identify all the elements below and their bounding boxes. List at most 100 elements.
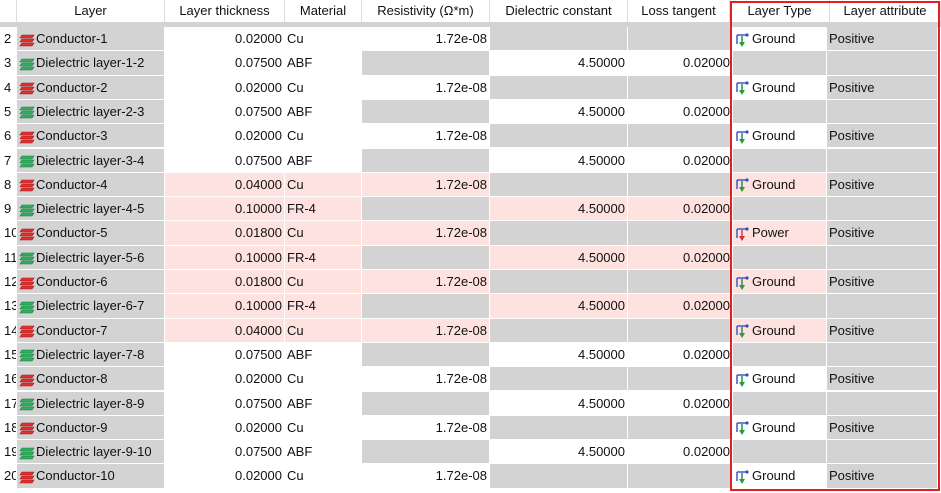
dielectric-constant-cell[interactable]: 4.50000 bbox=[490, 197, 628, 222]
thickness-cell[interactable]: 0.02000 bbox=[165, 27, 285, 52]
resistivity-cell[interactable]: 1.72e-08 bbox=[362, 464, 490, 489]
table-row[interactable]: 8 Conductor-4 0.04000 Cu 1.72e-08 Ground Posit… bbox=[0, 172, 941, 198]
column-header[interactable]: Layer bbox=[17, 0, 165, 22]
table-row[interactable]: 5 Dielectric layer-2-3 0.07500 ABF 4.50000 0.… bbox=[0, 99, 941, 125]
loss-tangent-cell[interactable]: 0.02000 bbox=[628, 391, 733, 416]
material-cell[interactable]: ABF bbox=[285, 99, 362, 125]
loss-tangent-cell[interactable]: 0.02000 bbox=[628, 440, 733, 465]
layer-type-cell[interactable] bbox=[733, 197, 827, 222]
resistivity-cell[interactable]: 1.72e-08 bbox=[362, 27, 490, 52]
layer-cell[interactable]: Conductor-4 bbox=[17, 172, 165, 198]
loss-tangent-cell[interactable] bbox=[628, 318, 733, 343]
dielectric-constant-cell[interactable] bbox=[490, 415, 628, 441]
layer-cell[interactable]: Dielectric layer-1-2 bbox=[17, 51, 165, 76]
layer-cell[interactable]: Conductor-8 bbox=[17, 367, 165, 392]
column-header[interactable]: Layer thickness bbox=[165, 0, 285, 22]
table-row[interactable]: 11 Dielectric layer-5-6 0.10000 FR-4 4.50000… bbox=[0, 245, 941, 270]
table-row[interactable]: 12 Conductor-6 0.01800 Cu 1.72e-08 Ground Posi… bbox=[0, 270, 941, 295]
layer-attribute-cell[interactable] bbox=[827, 342, 938, 368]
resistivity-cell[interactable]: 1.72e-08 bbox=[362, 367, 490, 392]
dielectric-constant-cell[interactable]: 4.50000 bbox=[490, 342, 628, 368]
layer-cell[interactable]: Conductor-2 bbox=[17, 75, 165, 100]
table-row[interactable]: 3 Dielectric layer-1-2 0.07500 ABF 4.50000 0.… bbox=[0, 51, 941, 76]
dielectric-constant-cell[interactable] bbox=[490, 27, 628, 52]
layer-cell[interactable]: Conductor-5 bbox=[17, 221, 165, 246]
thickness-cell[interactable]: 0.02000 bbox=[165, 367, 285, 392]
thickness-cell[interactable]: 0.07500 bbox=[165, 99, 285, 125]
resistivity-cell[interactable] bbox=[362, 51, 490, 76]
loss-tangent-cell[interactable]: 0.02000 bbox=[628, 245, 733, 270]
dielectric-constant-cell[interactable]: 4.50000 bbox=[490, 245, 628, 270]
layer-type-cell[interactable]: Ground bbox=[733, 27, 827, 52]
loss-tangent-cell[interactable] bbox=[628, 172, 733, 198]
resistivity-cell[interactable]: 1.72e-08 bbox=[362, 172, 490, 198]
material-cell[interactable]: ABF bbox=[285, 391, 362, 416]
layer-type-cell[interactable] bbox=[733, 51, 827, 76]
loss-tangent-cell[interactable] bbox=[628, 27, 733, 52]
layer-type-cell[interactable] bbox=[733, 148, 827, 173]
column-header[interactable]: Layer Type bbox=[730, 0, 830, 22]
dielectric-constant-cell[interactable]: 4.50000 bbox=[490, 391, 628, 416]
dielectric-constant-cell[interactable] bbox=[490, 75, 628, 100]
layer-attribute-cell[interactable] bbox=[827, 197, 938, 222]
table-row[interactable]: 17 Dielectric layer-8-9 0.07500 ABF 4.50000 0… bbox=[0, 391, 941, 416]
layer-cell[interactable]: Dielectric layer-6-7 bbox=[17, 294, 165, 319]
table-row[interactable]: 6 Conductor-3 0.02000 Cu 1.72e-08 Ground Posit… bbox=[0, 124, 941, 149]
dielectric-constant-cell[interactable]: 4.50000 bbox=[490, 294, 628, 319]
loss-tangent-cell[interactable] bbox=[628, 221, 733, 246]
layer-cell[interactable]: Conductor-7 bbox=[17, 318, 165, 343]
dielectric-constant-cell[interactable] bbox=[490, 221, 628, 246]
loss-tangent-cell[interactable] bbox=[628, 367, 733, 392]
resistivity-cell[interactable]: 1.72e-08 bbox=[362, 75, 490, 100]
thickness-cell[interactable]: 0.07500 bbox=[165, 148, 285, 173]
dielectric-constant-cell[interactable] bbox=[490, 270, 628, 295]
thickness-cell[interactable]: 0.10000 bbox=[165, 245, 285, 270]
layer-type-cell[interactable] bbox=[733, 391, 827, 416]
thickness-cell[interactable]: 0.07500 bbox=[165, 342, 285, 368]
layer-attribute-cell[interactable] bbox=[827, 294, 938, 319]
material-cell[interactable]: FR-4 bbox=[285, 245, 362, 270]
material-cell[interactable]: FR-4 bbox=[285, 294, 362, 319]
layer-cell[interactable]: Conductor-9 bbox=[17, 415, 165, 441]
loss-tangent-cell[interactable] bbox=[628, 270, 733, 295]
dielectric-constant-cell[interactable] bbox=[490, 318, 628, 343]
resistivity-cell[interactable]: 1.72e-08 bbox=[362, 221, 490, 246]
layer-attribute-cell[interactable]: Positive bbox=[827, 75, 938, 100]
resistivity-cell[interactable]: 1.72e-08 bbox=[362, 415, 490, 441]
thickness-cell[interactable]: 0.04000 bbox=[165, 172, 285, 198]
layer-cell[interactable]: Dielectric layer-8-9 bbox=[17, 391, 165, 416]
thickness-cell[interactable]: 0.01800 bbox=[165, 221, 285, 246]
material-cell[interactable]: Cu bbox=[285, 124, 362, 149]
loss-tangent-cell[interactable] bbox=[628, 415, 733, 441]
layer-cell[interactable]: Conductor-1 bbox=[17, 27, 165, 52]
layer-attribute-cell[interactable]: Positive bbox=[827, 270, 938, 295]
dielectric-constant-cell[interactable]: 4.50000 bbox=[490, 51, 628, 76]
thickness-cell[interactable]: 0.02000 bbox=[165, 75, 285, 100]
material-cell[interactable]: Cu bbox=[285, 27, 362, 52]
layer-attribute-cell[interactable]: Positive bbox=[827, 464, 938, 489]
layer-type-cell[interactable]: Ground bbox=[733, 464, 827, 489]
material-cell[interactable]: Cu bbox=[285, 270, 362, 295]
layer-attribute-cell[interactable] bbox=[827, 148, 938, 173]
layer-type-cell[interactable] bbox=[733, 342, 827, 368]
layer-attribute-cell[interactable]: Positive bbox=[827, 27, 938, 52]
table-row[interactable]: 4 Conductor-2 0.02000 Cu 1.72e-08 Ground Posit… bbox=[0, 75, 941, 100]
layer-attribute-cell[interactable]: Positive bbox=[827, 415, 938, 441]
material-cell[interactable]: Cu bbox=[285, 75, 362, 100]
table-row[interactable]: 14 Conductor-7 0.04000 Cu 1.72e-08 Ground Posi… bbox=[0, 318, 941, 343]
resistivity-cell[interactable] bbox=[362, 99, 490, 125]
resistivity-cell[interactable]: 1.72e-08 bbox=[362, 124, 490, 149]
table-row[interactable]: 16 Conductor-8 0.02000 Cu 1.72e-08 Ground Posi… bbox=[0, 367, 941, 392]
dielectric-constant-cell[interactable]: 4.50000 bbox=[490, 99, 628, 125]
layer-type-cell[interactable] bbox=[733, 245, 827, 270]
table-row[interactable]: 19 Dielectric layer-9-10 0.07500 ABF 4.50000… bbox=[0, 440, 941, 465]
thickness-cell[interactable]: 0.10000 bbox=[165, 294, 285, 319]
material-cell[interactable]: ABF bbox=[285, 148, 362, 173]
column-header[interactable]: Resistivity (Ω*m) bbox=[362, 0, 490, 22]
table-row[interactable]: 9 Dielectric layer-4-5 0.10000 FR-4 4.50000 0… bbox=[0, 197, 941, 222]
table-row[interactable]: 10 Conductor-5 0.01800 Cu 1.72e-08 Power Posit… bbox=[0, 221, 941, 246]
resistivity-cell[interactable] bbox=[362, 245, 490, 270]
layer-type-cell[interactable]: Power bbox=[733, 221, 827, 246]
material-cell[interactable]: ABF bbox=[285, 342, 362, 368]
layer-cell[interactable]: Conductor-6 bbox=[17, 270, 165, 295]
